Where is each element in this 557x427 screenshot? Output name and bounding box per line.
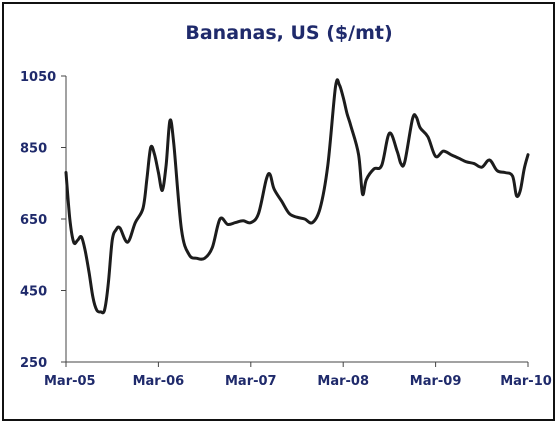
x-ticks: Mar-05 Mar-06 Mar-07 Mar-08 Mar-09 Mar-10 xyxy=(44,362,552,389)
x-tick-label: Mar-09 xyxy=(410,374,462,389)
chart-frame xyxy=(2,2,555,421)
chart-title: Bananas, US ($/mt) xyxy=(185,22,392,44)
x-tick-label: Mar-06 xyxy=(133,374,185,389)
y-tick-label: 850 xyxy=(20,142,47,157)
x-tick-label: Mar-10 xyxy=(500,374,552,389)
y-ticks: 1050 850 650 450 250 xyxy=(20,70,66,371)
x-tick-label: Mar-05 xyxy=(44,374,96,389)
x-tick-label: Mar-07 xyxy=(225,374,277,389)
x-tick-label: Mar-08 xyxy=(317,374,369,389)
y-tick-label: 450 xyxy=(20,285,47,300)
y-tick-label: 650 xyxy=(20,213,47,228)
y-tick-label: 1050 xyxy=(20,70,56,85)
series-line-bananas xyxy=(64,78,530,315)
y-tick-label: 250 xyxy=(20,356,47,371)
